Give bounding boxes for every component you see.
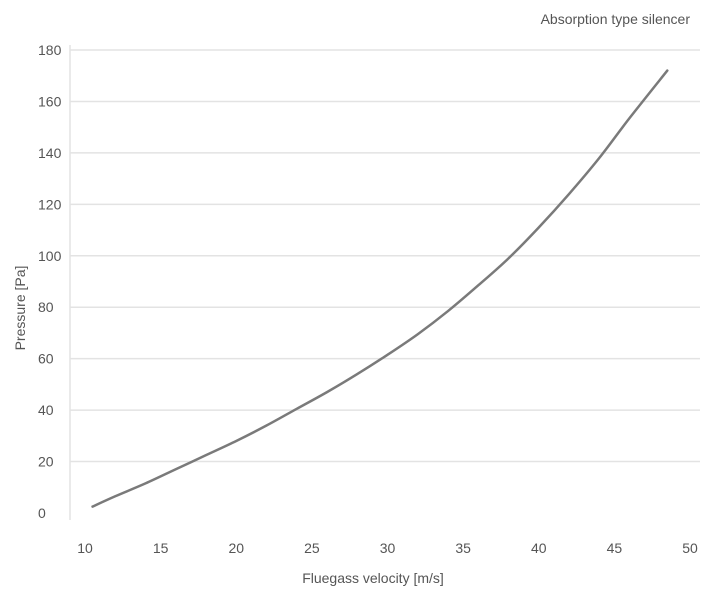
grid-lines — [70, 49, 700, 463]
x-tick-label-45: 45 — [607, 540, 623, 556]
y-tick-label-180: 180 — [38, 42, 62, 58]
x-axis-label: Fluegass velocity [m/s] — [302, 570, 444, 586]
y-tick-label-120: 120 — [38, 196, 62, 212]
y-tick-label-60: 60 — [38, 351, 54, 367]
y-tick-label-80: 80 — [38, 299, 54, 315]
x-tick-label-10: 10 — [77, 540, 93, 556]
y-tick-label-40: 40 — [38, 402, 54, 418]
x-tick-label-35: 35 — [455, 540, 471, 556]
y-tick-label-0: 0 — [38, 505, 46, 521]
y-tick-label-140: 140 — [38, 145, 62, 161]
x-tick-label-40: 40 — [531, 540, 547, 556]
x-tick-label-15: 15 — [153, 540, 169, 556]
x-tick-label-50: 50 — [682, 540, 698, 556]
y-tick-label-160: 160 — [38, 93, 62, 109]
series-layer — [91, 69, 669, 508]
x-tick-label-25: 25 — [304, 540, 320, 556]
x-tick-label-20: 20 — [228, 540, 244, 556]
y-tick-label-100: 100 — [38, 248, 62, 264]
x-tick-label-30: 30 — [380, 540, 396, 556]
chart-title: Absorption type silencer — [541, 11, 691, 27]
x-tick-labels: 10 15 20 25 30 35 40 45 50 — [77, 540, 698, 556]
y-tick-label-20: 20 — [38, 454, 54, 470]
y-axis-label: Pressure [Pa] — [12, 266, 28, 351]
series-line-0 — [91, 69, 669, 508]
y-tick-labels: 0 20 40 60 80 100 120 140 160 180 — [38, 42, 62, 521]
